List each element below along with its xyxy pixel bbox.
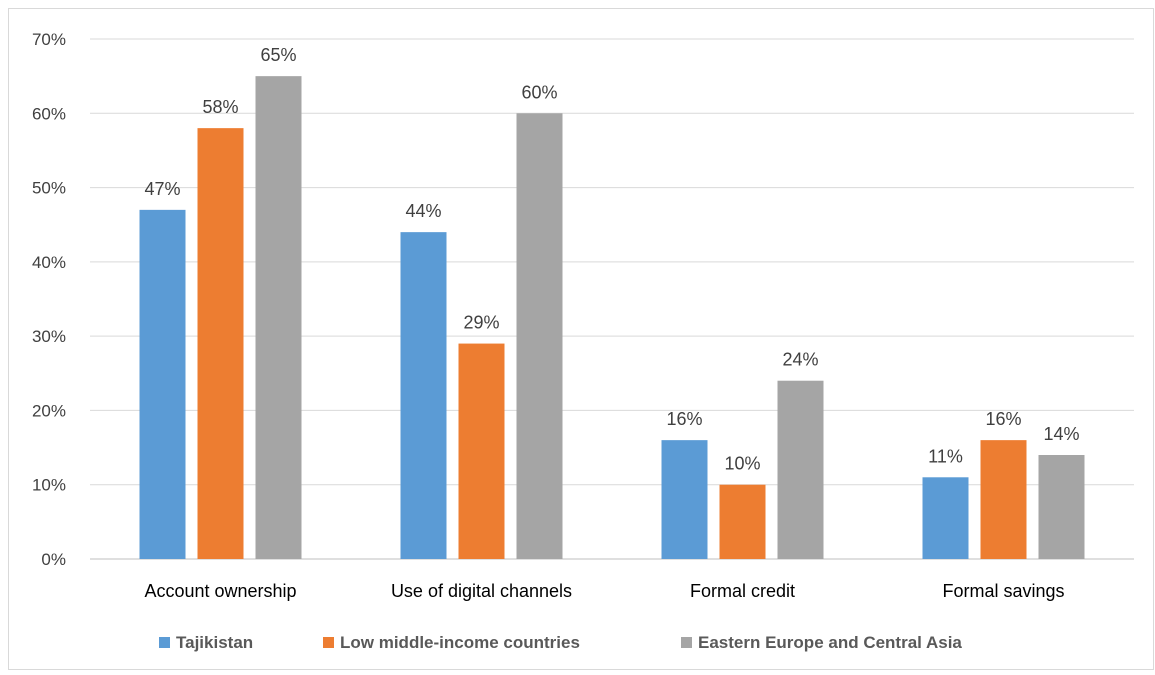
data-label: 16% <box>666 409 702 429</box>
bar <box>980 440 1027 559</box>
data-label: 24% <box>782 350 818 370</box>
bar <box>400 232 447 559</box>
data-label: 47% <box>144 179 180 199</box>
bar <box>661 440 708 559</box>
data-label: 16% <box>985 409 1021 429</box>
y-tick-label: 60% <box>32 104 66 123</box>
legend-swatch <box>323 637 334 648</box>
category-label: Formal savings <box>942 581 1064 601</box>
category-label: Formal credit <box>690 581 795 601</box>
legend-swatch <box>159 637 170 648</box>
data-label: 65% <box>260 45 296 65</box>
bar <box>458 343 505 559</box>
category-label: Account ownership <box>144 581 296 601</box>
legend-label: Tajikistan <box>176 633 253 652</box>
y-tick-label: 10% <box>32 476 66 495</box>
data-label: 60% <box>521 82 557 102</box>
y-tick-label: 50% <box>32 179 66 198</box>
data-label: 29% <box>463 313 499 333</box>
y-tick-label: 40% <box>32 253 66 272</box>
data-label: 14% <box>1043 424 1079 444</box>
data-label: 44% <box>405 201 441 221</box>
bar <box>777 380 824 559</box>
bar <box>1038 455 1085 559</box>
data-label: 11% <box>928 446 963 466</box>
bar <box>139 209 186 559</box>
y-tick-label: 70% <box>32 30 66 49</box>
data-label: 58% <box>202 97 238 117</box>
y-tick-label: 20% <box>32 401 66 420</box>
legend-label: Eastern Europe and Central Asia <box>698 633 962 652</box>
data-label: 10% <box>724 454 760 474</box>
bar <box>922 477 969 559</box>
legend-swatch <box>681 637 692 648</box>
bar <box>197 128 244 559</box>
y-tick-label: 30% <box>32 327 66 346</box>
bar <box>516 113 563 560</box>
category-label: Use of digital channels <box>391 581 572 601</box>
bar <box>719 484 766 559</box>
bar <box>255 76 302 560</box>
y-tick-label: 0% <box>41 550 66 569</box>
legend-label: Low middle-income countries <box>340 633 580 652</box>
